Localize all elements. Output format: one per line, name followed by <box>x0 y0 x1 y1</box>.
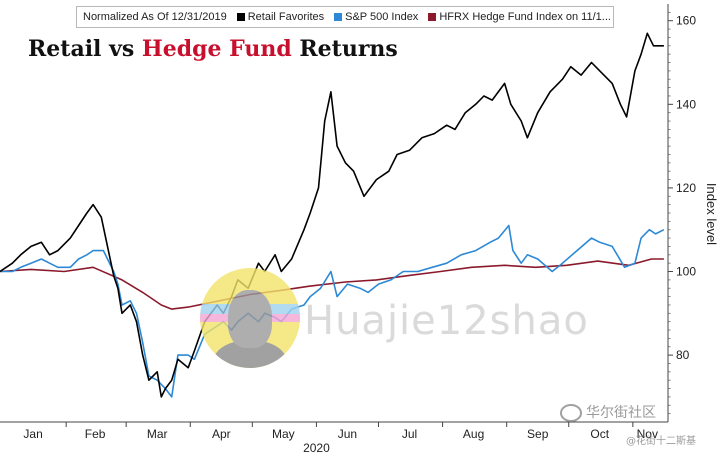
legend-item-hfrx: HFRX Hedge Fund Index on 11/1... <box>428 11 611 23</box>
wechat-label: 华尔街社区 <box>586 405 656 421</box>
y-tick-label: 100 <box>676 265 696 279</box>
y-tick-label: 160 <box>676 14 696 28</box>
x-tick-label: May <box>272 427 295 441</box>
x-tick-label: Feb <box>85 427 106 441</box>
x-tick-label: Sep <box>527 427 549 441</box>
y-axis-label: Index level <box>704 183 719 245</box>
x-tick-label: Jan <box>23 427 42 441</box>
y-tick-label: 120 <box>676 181 696 195</box>
x-tick-label: Nov <box>637 427 658 441</box>
wechat-watermark: 华尔街社区 <box>560 402 656 422</box>
legend-note: Normalized As Of 12/31/2019 <box>83 11 227 23</box>
wechat-icon <box>560 404 582 422</box>
title-part-1: Retail vs <box>28 36 142 62</box>
x-tick-label: Mar <box>147 427 168 441</box>
legend-swatch <box>428 13 437 21</box>
legend-item-sp500: S&P 500 Index <box>334 11 418 23</box>
legend-label: HFRX Hedge Fund Index on 11/1... <box>439 11 611 23</box>
y-tick-label: 80 <box>676 348 690 362</box>
axes-layer: 80 100 120 140 160 Index level Jan Feb Mar Apr May… <box>0 4 719 454</box>
x-tick-label: Oct <box>590 427 609 441</box>
series-line-retail <box>0 32 664 398</box>
series-line-hfrx <box>0 258 664 310</box>
chart-title: Retail vs Hedge Fund Returns <box>28 36 398 62</box>
watermark-avatar <box>200 268 300 368</box>
x-tick-label: Jul <box>402 427 417 441</box>
chart-legend: Normalized As Of 12/31/2019 Retail Favor… <box>76 6 614 28</box>
legend-item-retail: Retail Favorites <box>236 11 325 23</box>
x-year-label: 2020 <box>303 441 330 454</box>
x-tick-label: Aug <box>463 427 484 441</box>
x-tick-label: Apr <box>212 427 231 441</box>
legend-swatch <box>236 13 245 21</box>
y-tick-label: 140 <box>676 97 696 111</box>
x-tick-label: Jun <box>338 427 357 441</box>
legend-note-text: Normalized As Of 12/31/2019 <box>83 11 227 23</box>
watermark-face <box>228 290 272 348</box>
wechat-handle: @花街十二斯基 <box>626 436 696 447</box>
legend-label: S&P 500 Index <box>345 11 419 23</box>
legend-swatch <box>334 13 343 21</box>
title-part-2: Returns <box>291 36 398 62</box>
legend-label: Retail Favorites <box>247 11 325 23</box>
watermark-text: Huajie12shao <box>304 298 589 344</box>
title-accent: Hedge Fund <box>141 36 292 62</box>
